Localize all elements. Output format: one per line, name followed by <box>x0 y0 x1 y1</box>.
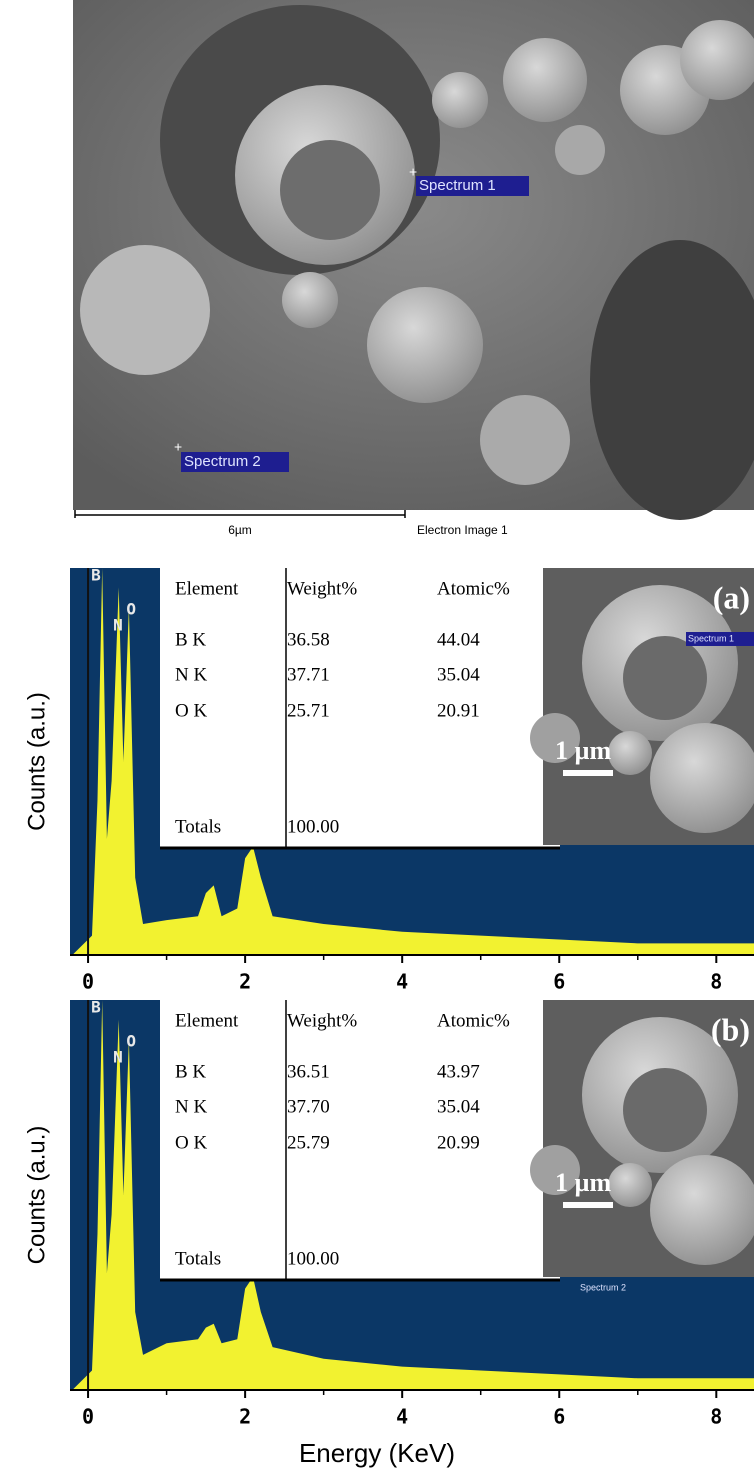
flower-particle <box>555 125 605 175</box>
table-cell: 25.71 <box>287 700 330 721</box>
table-header: Atomic% <box>437 578 510 599</box>
x-tick-label: 0 <box>82 970 94 994</box>
table-cell: 35.04 <box>437 664 480 685</box>
ring-hole <box>623 636 707 720</box>
table-cell: 25.79 <box>287 1132 330 1153</box>
table-cell: 35.04 <box>437 1096 480 1117</box>
inset-scale-bar <box>563 1202 613 1208</box>
x-tick-label: 4 <box>396 970 408 994</box>
table-cell: 36.58 <box>287 629 330 650</box>
particle <box>282 272 338 328</box>
table-cell: 37.71 <box>287 664 330 685</box>
panel-label: (b) <box>711 1011 750 1047</box>
x-tick-label: 0 <box>82 1405 94 1429</box>
table-cell: 20.91 <box>437 700 480 721</box>
inset-spectrum-label: Spectrum 1 <box>688 633 734 643</box>
table-box <box>160 568 560 848</box>
x-tick-label: 2 <box>239 970 251 994</box>
scale-label: 6µm <box>228 523 252 537</box>
table-header: Weight% <box>287 1010 357 1031</box>
y-axis-label: Counts (a.u.) <box>23 692 50 831</box>
inset-scale-label: 1 µm <box>555 1168 611 1197</box>
table-cell: 20.99 <box>437 1132 480 1153</box>
table-cell: O K <box>175 1132 207 1153</box>
panel-label: (a) <box>713 579 750 615</box>
inset-scale-bar <box>563 770 613 776</box>
scale-bar <box>75 510 405 518</box>
particle <box>432 72 488 128</box>
x-tick-label: 8 <box>710 970 722 994</box>
image-caption: Electron Image 1 <box>417 523 508 537</box>
x-tick-label: 6 <box>553 1405 565 1429</box>
figure: Spectrum 1 + Spectrum 2 + 6µm Electron I… <box>0 0 754 1482</box>
table-cell: 37.70 <box>287 1096 330 1117</box>
table-cell: 100.00 <box>287 816 339 837</box>
table-cell: B K <box>175 1061 206 1082</box>
peak-label: B <box>91 998 101 1017</box>
peak-label: O <box>126 1032 136 1051</box>
crosshair: + <box>409 164 417 180</box>
particle <box>503 38 587 122</box>
flower-particle <box>480 395 570 485</box>
table-cell: 43.97 <box>437 1061 480 1082</box>
particle <box>608 731 652 775</box>
particle <box>608 1163 652 1207</box>
crosshair: + <box>174 439 182 455</box>
table-box <box>160 1000 560 1280</box>
particle-cluster <box>367 287 483 403</box>
x-tick-label: 2 <box>239 1405 251 1429</box>
peak-label: N <box>113 616 123 635</box>
x-tick-label: 4 <box>396 1405 408 1429</box>
peak-label: N <box>113 1048 123 1067</box>
table-cell: Totals <box>175 1248 221 1269</box>
table-cell: 100.00 <box>287 1248 339 1269</box>
peak-label: B <box>91 566 101 585</box>
table-cell: 44.04 <box>437 629 480 650</box>
x-tick-label: 6 <box>553 970 565 994</box>
page: {"sem_image": {"labels": ["Spectrum 1", … <box>0 0 754 1482</box>
x-tick-label: 8 <box>710 1405 722 1429</box>
sem-image: Spectrum 1 + Spectrum 2 + <box>73 0 754 520</box>
spectrum-label: Spectrum 2 <box>184 453 261 470</box>
table-cell: 36.51 <box>287 1061 330 1082</box>
ring-hole <box>623 1068 707 1152</box>
table-cell: N K <box>175 664 207 685</box>
y-axis-label: Counts (a.u.) <box>23 1126 50 1265</box>
table-header: Weight% <box>287 578 357 599</box>
table-header: Element <box>175 578 239 599</box>
inset-spectrum-label: Spectrum 2 <box>580 1282 626 1292</box>
ring-hole <box>280 140 380 240</box>
table-cell: Totals <box>175 816 221 837</box>
table-cell: O K <box>175 700 207 721</box>
table-cell: B K <box>175 629 206 650</box>
table-header: Atomic% <box>437 1010 510 1031</box>
table-cell: N K <box>175 1096 207 1117</box>
spectrum-label: Spectrum 1 <box>419 177 496 194</box>
flower-particle <box>80 245 210 375</box>
table-header: Element <box>175 1010 239 1031</box>
peak-label: O <box>126 600 136 619</box>
x-axis-label: Energy (KeV) <box>299 1438 455 1468</box>
inset-scale-label: 1 µm <box>555 736 611 765</box>
